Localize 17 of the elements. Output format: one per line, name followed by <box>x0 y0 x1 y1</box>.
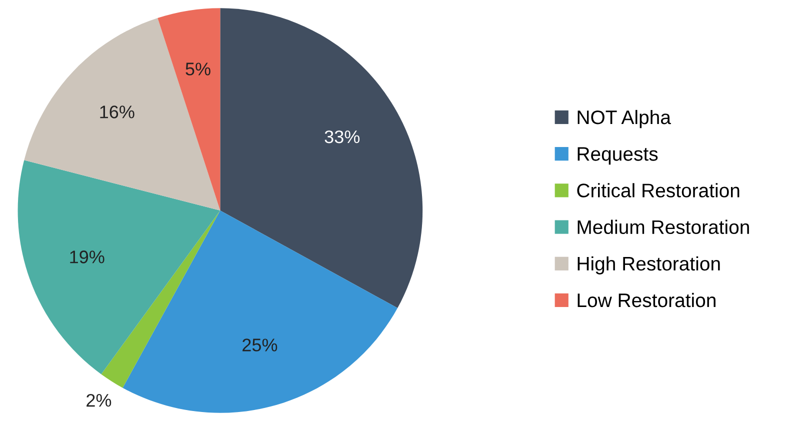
legend-label: Critical Restoration <box>577 183 740 198</box>
pie-slice <box>122 210 398 413</box>
pie-slice <box>220 8 423 308</box>
data-label: 5% <box>186 62 210 76</box>
data-label: 19% <box>70 250 104 264</box>
data-label: 2% <box>86 394 112 407</box>
pie-slice <box>18 160 220 374</box>
pie-slice <box>24 18 220 210</box>
pie-slice <box>158 8 220 210</box>
data-label: 16% <box>100 106 134 118</box>
legend-label: Medium Restoration <box>578 220 749 234</box>
data-label: 25% <box>242 338 278 352</box>
legend-label: Requests <box>578 147 658 165</box>
legend-label: NOT Alpha <box>578 110 671 128</box>
legend-label: Low Restoration <box>578 292 716 308</box>
legend-label: High Restoration <box>578 256 720 274</box>
data-label: 33% <box>324 130 360 144</box>
